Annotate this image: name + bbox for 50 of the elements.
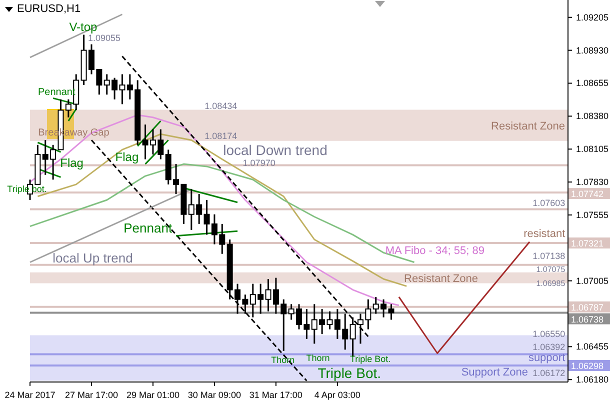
- y-tick-label: 1.06455: [576, 342, 609, 352]
- annotation: 1.07970: [242, 158, 276, 168]
- ref-line-label: 1.07742: [571, 189, 604, 200]
- annotation: Thorn: [306, 352, 330, 363]
- x-tick-label: 27 Mar 17:00: [64, 390, 118, 400]
- chart-title: EURUSD,H1: [17, 3, 81, 15]
- annotation: local Down trend: [223, 142, 328, 158]
- annotation: Triple Bot.: [318, 364, 382, 381]
- annotation: 1.07075: [536, 264, 566, 274]
- x-tick-label: 29 Mar 01:00: [126, 390, 180, 400]
- y-tick-label: 1.08930: [576, 45, 609, 56]
- annotation: local Up trend: [52, 250, 133, 266]
- y-tick-label: 1.07830: [576, 177, 609, 188]
- annotation: resistant: [524, 228, 566, 240]
- annotation: 1.06392: [532, 342, 566, 352]
- annotation: Thorn: [271, 355, 295, 366]
- y-tick-label: 1.07005: [576, 276, 609, 286]
- annotation: 1.06985: [536, 278, 566, 288]
- y-tick-label: 1.09205: [576, 12, 609, 22]
- y-tick-label: 1.06180: [576, 374, 609, 385]
- annotation: 1.08434: [204, 101, 238, 112]
- band-label: Support Zone: [461, 366, 528, 379]
- annotation: Flag: [60, 156, 84, 170]
- x-tick-label: 31 Mar 17:00: [249, 390, 302, 400]
- annotation: 1.08174: [204, 131, 238, 142]
- ref-line-label: 1.07321: [571, 238, 604, 248]
- y-tick-label: 1.08655: [576, 78, 609, 88]
- annotation: Flag: [115, 150, 139, 164]
- annotation: 1.07603: [532, 198, 566, 208]
- annotation: Pennant: [124, 220, 172, 236]
- annotation: 1.06172: [532, 368, 566, 378]
- annotation: V-top: [69, 20, 98, 34]
- ref-line-label: 1.06738: [571, 314, 604, 324]
- annotation: 1.09055: [88, 33, 121, 44]
- y-tick-label: 1.08380: [576, 111, 609, 122]
- annotation: 1.06550: [532, 329, 566, 340]
- x-tick-label: 30 Mar 09:00: [188, 390, 241, 400]
- ref-line-label: 1.06787: [571, 302, 604, 312]
- annotation: 1.07138: [532, 251, 566, 262]
- x-tick-label: 24 Mar 2017: [4, 390, 56, 400]
- ref-line-label: 1.06298: [571, 360, 604, 371]
- annotation: MA Fibo - 34; 55; 89: [385, 244, 484, 257]
- band-label: Resistant Zone: [404, 272, 478, 285]
- y-tick-label: 1.08105: [576, 144, 609, 154]
- x-tick-label: 4 Apr 03:00: [314, 390, 360, 400]
- line-series: [29, 114, 400, 306]
- annotation: support: [528, 352, 566, 364]
- band-label: Resistant Zone: [491, 120, 565, 132]
- y-tick-label: 1.07555: [576, 210, 609, 220]
- annotation: Triple Bot.: [350, 354, 391, 364]
